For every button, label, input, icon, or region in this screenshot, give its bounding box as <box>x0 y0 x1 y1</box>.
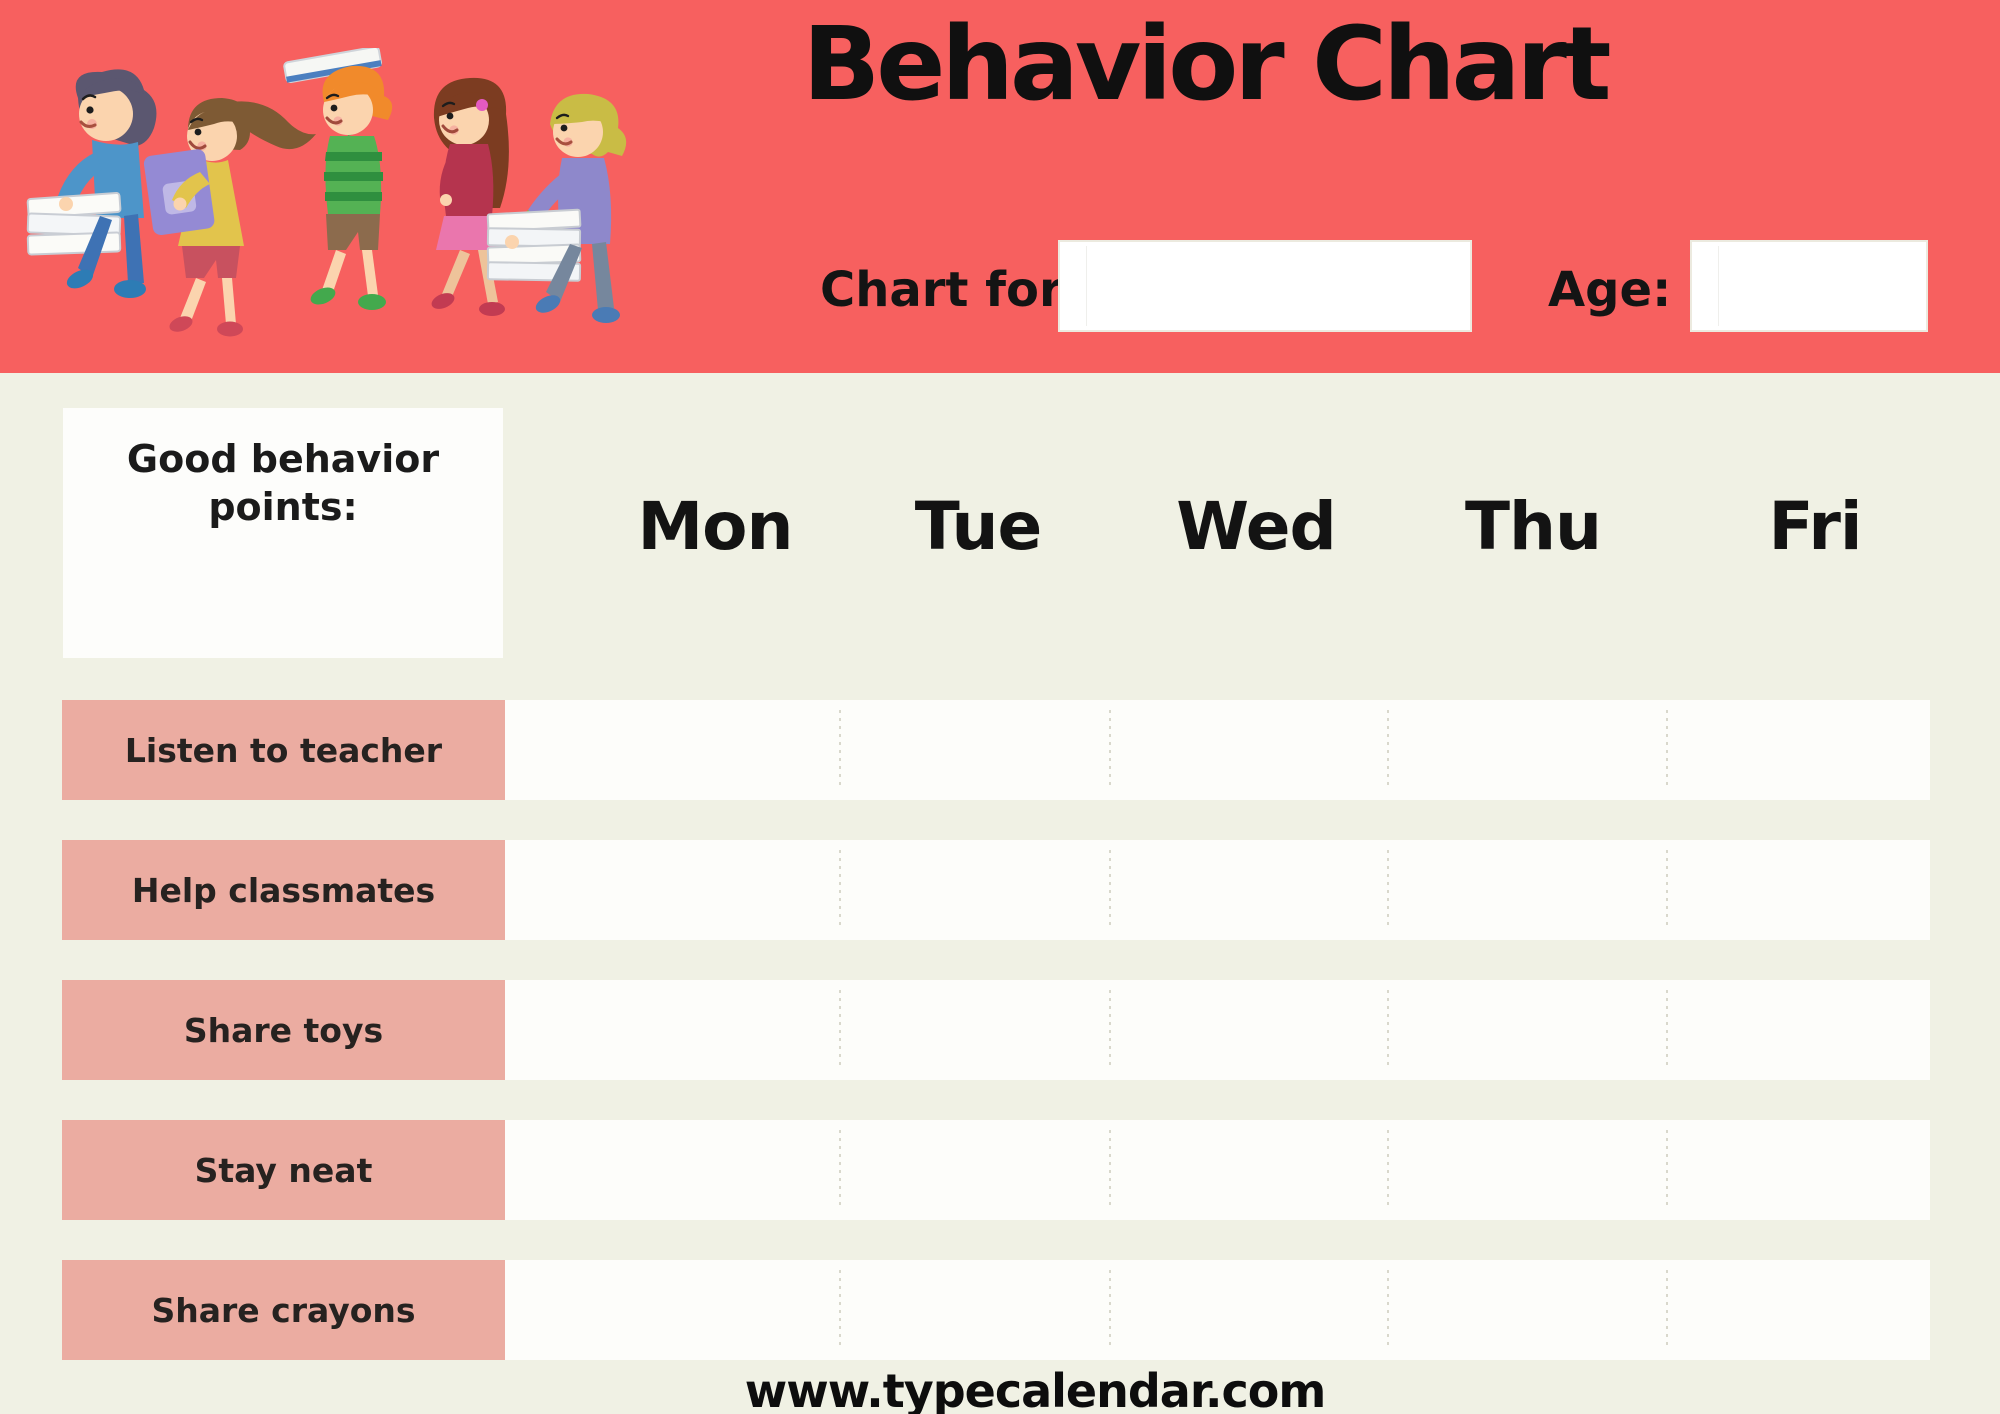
behavior-cell[interactable] <box>1388 1120 1668 1220</box>
chart-for-input[interactable] <box>1058 240 1472 332</box>
corner-label: Good behavior points: <box>126 437 440 529</box>
behavior-cell[interactable] <box>1110 700 1389 800</box>
good-behavior-points-box: Good behavior points: <box>63 408 503 658</box>
day-header-mon: Mon <box>637 488 793 565</box>
row-label-share-crayons: Share crayons <box>62 1260 505 1360</box>
page-title: Behavior Chart <box>802 5 1611 124</box>
row-label-listen-to-teacher: Listen to teacher <box>62 700 505 800</box>
kids-illustration <box>26 48 627 337</box>
behavior-cell[interactable] <box>1110 840 1389 940</box>
behavior-cell[interactable] <box>1667 980 1930 1080</box>
behavior-cell[interactable] <box>840 1120 1111 1220</box>
age-input[interactable] <box>1690 240 1928 332</box>
behavior-cell[interactable] <box>1110 980 1389 1080</box>
row-label-share-toys: Share toys <box>62 980 505 1080</box>
behavior-cell[interactable] <box>1388 700 1668 800</box>
behavior-cell[interactable] <box>505 980 841 1080</box>
behavior-cell[interactable] <box>505 1260 841 1360</box>
row-label-help-classmates: Help classmates <box>62 840 505 940</box>
behavior-cell[interactable] <box>505 1120 841 1220</box>
kid-purple-boy <box>486 93 627 323</box>
day-header-thu: Thu <box>1465 488 1602 565</box>
row-cells-stay-neat <box>505 1120 1930 1220</box>
day-header-wed: Wed <box>1176 488 1336 565</box>
kid-blue-boy <box>26 69 157 298</box>
website-url: www.typecalendar.com <box>744 1364 1327 1414</box>
kid-green-boy <box>283 48 393 310</box>
behavior-cell[interactable] <box>1110 1120 1389 1220</box>
chart-for-label: Chart for: <box>820 262 1082 318</box>
behavior-cell[interactable] <box>1110 1260 1389 1360</box>
behavior-cell[interactable] <box>1388 980 1668 1080</box>
behavior-cell[interactable] <box>505 700 841 800</box>
behavior-cell[interactable] <box>1667 1120 1930 1220</box>
row-cells-share-crayons <box>505 1260 1930 1360</box>
behavior-cell[interactable] <box>840 1260 1111 1360</box>
behavior-cell[interactable] <box>840 700 1111 800</box>
row-cells-help-classmates <box>505 840 1930 940</box>
row-label-stay-neat: Stay neat <box>62 1120 505 1220</box>
row-cells-listen-to-teacher <box>505 700 1930 800</box>
header-banner: Behavior Chart Chart for: Age: <box>0 0 2000 373</box>
behavior-cell[interactable] <box>840 980 1111 1080</box>
kid-yellow-girl <box>143 98 316 337</box>
behavior-cell[interactable] <box>505 840 841 940</box>
behavior-cell[interactable] <box>1388 1260 1668 1360</box>
behavior-cell[interactable] <box>1667 840 1930 940</box>
behavior-cell[interactable] <box>1388 840 1668 940</box>
day-header-tue: Tue <box>914 488 1043 565</box>
behavior-cell[interactable] <box>1667 1260 1930 1360</box>
day-header-fri: Fri <box>1768 488 1862 565</box>
kid-pink-girl <box>431 77 509 316</box>
age-label: Age: <box>1548 262 1672 318</box>
row-cells-share-toys <box>505 980 1930 1080</box>
behavior-cell[interactable] <box>1667 700 1930 800</box>
behavior-cell[interactable] <box>840 840 1111 940</box>
